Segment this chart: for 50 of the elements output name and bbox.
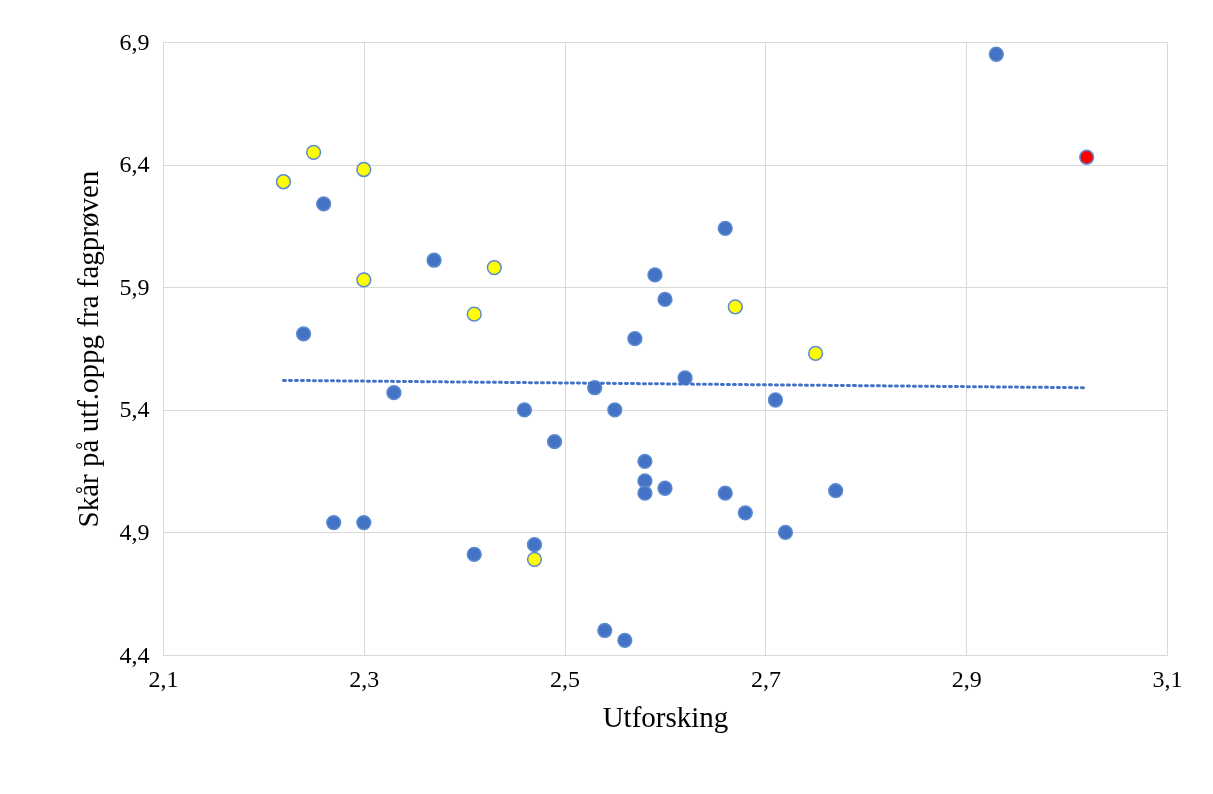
- y-tick-label: 5,4: [119, 396, 150, 423]
- point: [737, 505, 753, 521]
- point: [777, 524, 794, 541]
- x-tick-label: 2,1: [148, 665, 179, 692]
- x-tick-label: 3,1: [1152, 665, 1183, 692]
- x-tick-label: 2,7: [750, 665, 781, 692]
- point: [657, 291, 673, 308]
- point: [275, 174, 292, 190]
- point: [426, 252, 442, 268]
- point: [305, 144, 322, 160]
- point: [637, 485, 653, 501]
- point: [316, 196, 332, 212]
- point: [526, 551, 543, 567]
- x-tick-label: 2,5: [550, 665, 581, 692]
- point: [466, 306, 482, 322]
- point: [466, 546, 482, 563]
- point: [486, 259, 502, 276]
- point: [988, 46, 1004, 62]
- x-tick-label: 2,3: [349, 665, 380, 692]
- point: [647, 267, 663, 283]
- point: [828, 483, 844, 499]
- point: [767, 392, 784, 408]
- point: [717, 220, 733, 236]
- point: [727, 299, 743, 315]
- point: [526, 537, 543, 553]
- point: [356, 514, 372, 531]
- point: [607, 402, 623, 418]
- point: [326, 514, 342, 531]
- point: [546, 434, 563, 450]
- y-tick-label: 5,9: [119, 273, 150, 300]
- point: [627, 331, 643, 347]
- x-tick-label: 2,9: [951, 665, 982, 692]
- x-axis-title: Utforsking: [602, 700, 729, 733]
- point: [637, 453, 653, 469]
- y-tick-label: 6,4: [119, 151, 150, 178]
- point: [356, 272, 372, 288]
- point: [617, 632, 633, 648]
- point: [597, 622, 613, 639]
- point: [516, 402, 533, 418]
- point: [657, 480, 673, 496]
- point: [807, 345, 824, 362]
- point: [356, 161, 372, 178]
- point: [1079, 149, 1095, 165]
- point: [386, 385, 402, 401]
- y-tick-label: 6,9: [119, 28, 150, 55]
- point: [295, 326, 312, 342]
- y-axis-title: Skår på utf.oppg fra fagprøven: [71, 170, 104, 528]
- y-tick-label: 4,9: [119, 518, 150, 545]
- y-tick-label: 4,4: [119, 641, 150, 668]
- point: [717, 485, 733, 501]
